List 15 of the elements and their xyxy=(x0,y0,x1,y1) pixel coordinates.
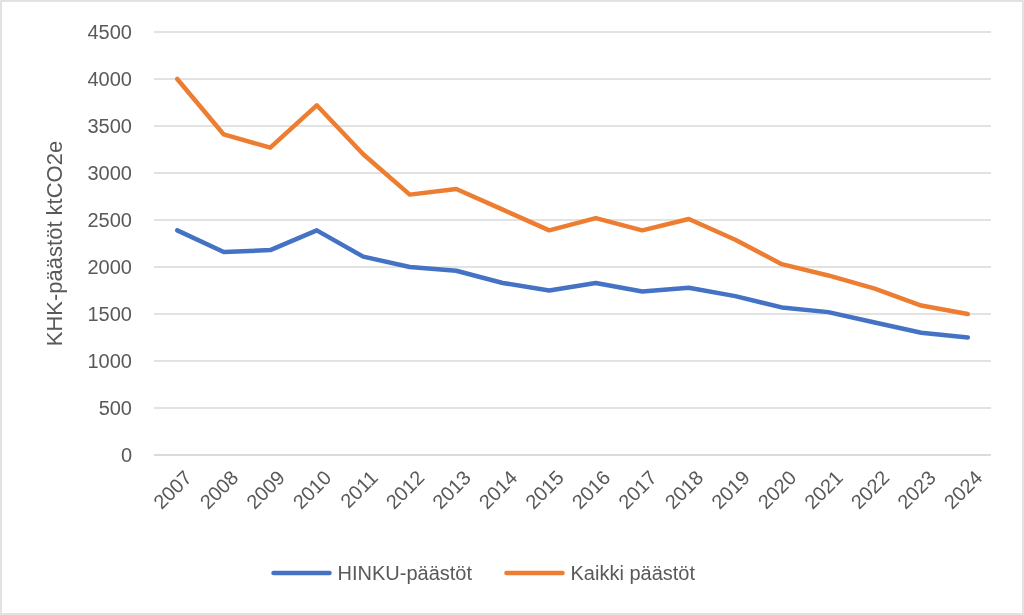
y-tick-label: 4000 xyxy=(87,68,132,90)
y-tick-label: 2500 xyxy=(87,209,132,231)
y-tick-label: 1500 xyxy=(87,303,132,325)
line-series xyxy=(175,228,970,340)
y-tick-label: 1000 xyxy=(87,350,132,372)
legend-label: HINKU-päästöt xyxy=(337,562,473,584)
line-series xyxy=(175,76,970,317)
y-tick-label: 2000 xyxy=(87,256,132,278)
legend-label: Kaikki päästöt xyxy=(570,562,696,584)
y-tick-label: 3500 xyxy=(87,115,132,137)
y-tick-label: 3000 xyxy=(87,162,132,184)
y-tick-label: 0 xyxy=(120,444,132,466)
y-tick-label: 500 xyxy=(98,397,132,419)
y-axis-title: KHK-päästöt ktCO2e xyxy=(42,140,67,347)
y-tick-label: 4500 xyxy=(87,21,132,43)
